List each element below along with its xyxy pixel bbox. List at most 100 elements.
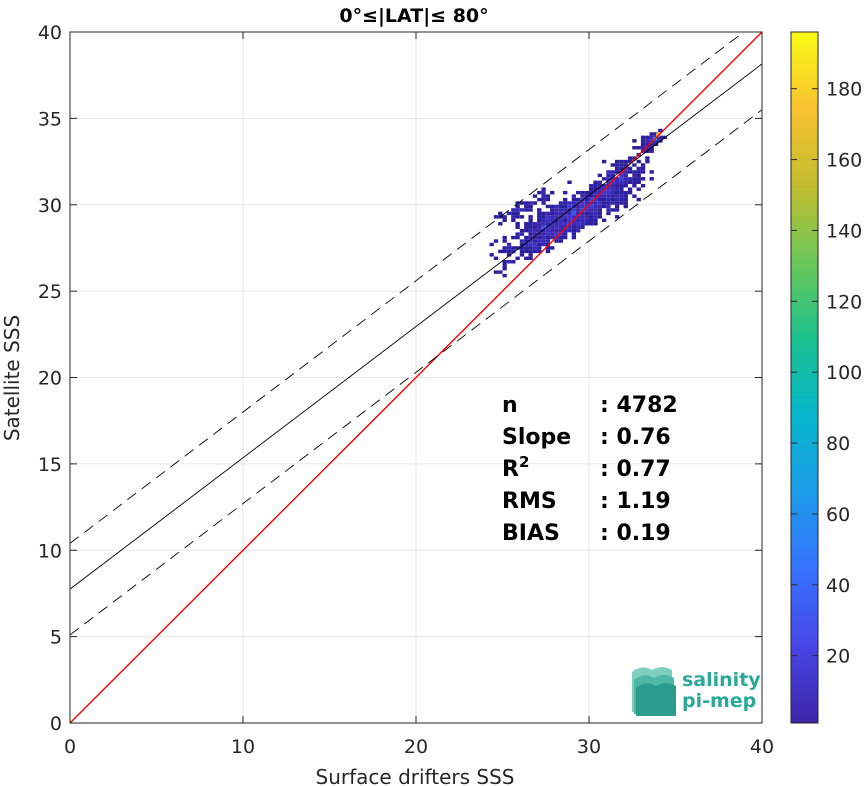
density-cell [632, 139, 637, 143]
density-cell [515, 232, 520, 236]
stat-label-r: R2 [502, 453, 529, 482]
density-cell [554, 211, 559, 216]
density-cell [511, 211, 516, 216]
density-cell [563, 218, 568, 223]
density-cell [515, 215, 520, 219]
density-cell [524, 201, 529, 205]
density-cell [515, 225, 520, 229]
density-cell [519, 228, 525, 233]
density-cell [619, 180, 624, 185]
density-cell [623, 177, 628, 181]
density-cell [576, 228, 581, 233]
density-cell [554, 215, 559, 219]
colorbar-gradient [790, 31, 819, 724]
density-cell [640, 184, 646, 188]
density-cell [524, 246, 529, 250]
density-cell [550, 235, 555, 240]
density-cell [606, 194, 611, 198]
density-cell [580, 215, 585, 219]
density-cell [545, 197, 551, 202]
density-cell [511, 246, 516, 250]
density-cell [627, 166, 633, 171]
density-cell [623, 170, 628, 174]
density-cell [623, 204, 628, 209]
density-cell [506, 260, 512, 264]
density-cell [640, 166, 646, 171]
density-cell [532, 194, 538, 198]
density-cell [614, 215, 620, 219]
density-cell [584, 194, 589, 198]
density-cell [632, 170, 637, 174]
density-cell [636, 146, 641, 150]
density-cell [649, 149, 654, 153]
stat-label-bias: BIAS [502, 521, 560, 546]
density-cell [623, 173, 628, 178]
density-cell [597, 180, 602, 185]
density-cell [636, 177, 641, 181]
density-cell [532, 235, 538, 240]
y-tick-label: 25 [38, 281, 62, 303]
density-cell [502, 239, 507, 243]
density-cell [627, 159, 633, 164]
density-cell [528, 246, 533, 250]
density-cell [584, 222, 589, 226]
density-cell [537, 211, 542, 216]
density-cell [580, 190, 585, 195]
density-cell [649, 132, 654, 136]
density-cell [498, 211, 503, 216]
density-cell [502, 273, 507, 278]
density-cell [601, 184, 607, 188]
stat-label-rms: RMS [502, 489, 557, 514]
density-cell [502, 249, 507, 254]
density-cell [532, 201, 538, 205]
density-cell [632, 184, 637, 188]
density-cell [502, 218, 507, 223]
density-cell [515, 246, 520, 250]
density-cell [645, 135, 650, 140]
density-cell [589, 194, 594, 198]
colorbar: 20 40 60 80 100 120 140 160 180 [790, 31, 862, 724]
stat-label-text: R [502, 457, 519, 482]
density-cell [593, 211, 598, 216]
density-cell [653, 139, 659, 143]
density-cell [519, 239, 525, 243]
stats-box: n: 4782 Slope: 0.76 R2: 0.77 RMS: 1.19 BIAS:… [502, 393, 678, 546]
density-cell [627, 180, 633, 185]
x-tick-label: 0 [64, 736, 76, 758]
density-cell [489, 242, 494, 247]
colorbar-tick-label: 60 [826, 504, 850, 526]
stat-value-rms: : 1.19 [600, 489, 671, 514]
density-cell [537, 239, 542, 243]
density-cell [619, 194, 624, 198]
y-tick-label: 0 [50, 713, 62, 735]
stat-value-n: : 4782 [600, 393, 678, 418]
density-cell [528, 215, 533, 219]
density-cell [537, 246, 542, 250]
density-cell [614, 197, 620, 202]
density-cell [528, 225, 533, 229]
density-cell [589, 204, 594, 209]
density-cell [610, 197, 615, 202]
density-cell [524, 235, 529, 240]
density-cell [558, 239, 564, 243]
density-cell [537, 208, 542, 212]
density-cell [589, 218, 594, 223]
density-cell [601, 197, 607, 202]
density-cell [545, 249, 551, 254]
density-cell [632, 194, 637, 198]
density-cell [597, 201, 602, 205]
density-cell [593, 215, 598, 219]
density-cell [593, 204, 598, 209]
density-cell [563, 225, 568, 229]
density-cell [645, 139, 650, 143]
density-cell [550, 228, 555, 233]
density-cell [597, 197, 602, 202]
density-cell [636, 180, 641, 185]
density-cell [614, 159, 620, 164]
density-cell [511, 218, 516, 223]
density-cell [580, 204, 585, 209]
density-cell [550, 225, 555, 229]
density-cell [576, 218, 581, 223]
density-cell [563, 208, 568, 212]
density-cell [528, 208, 533, 212]
